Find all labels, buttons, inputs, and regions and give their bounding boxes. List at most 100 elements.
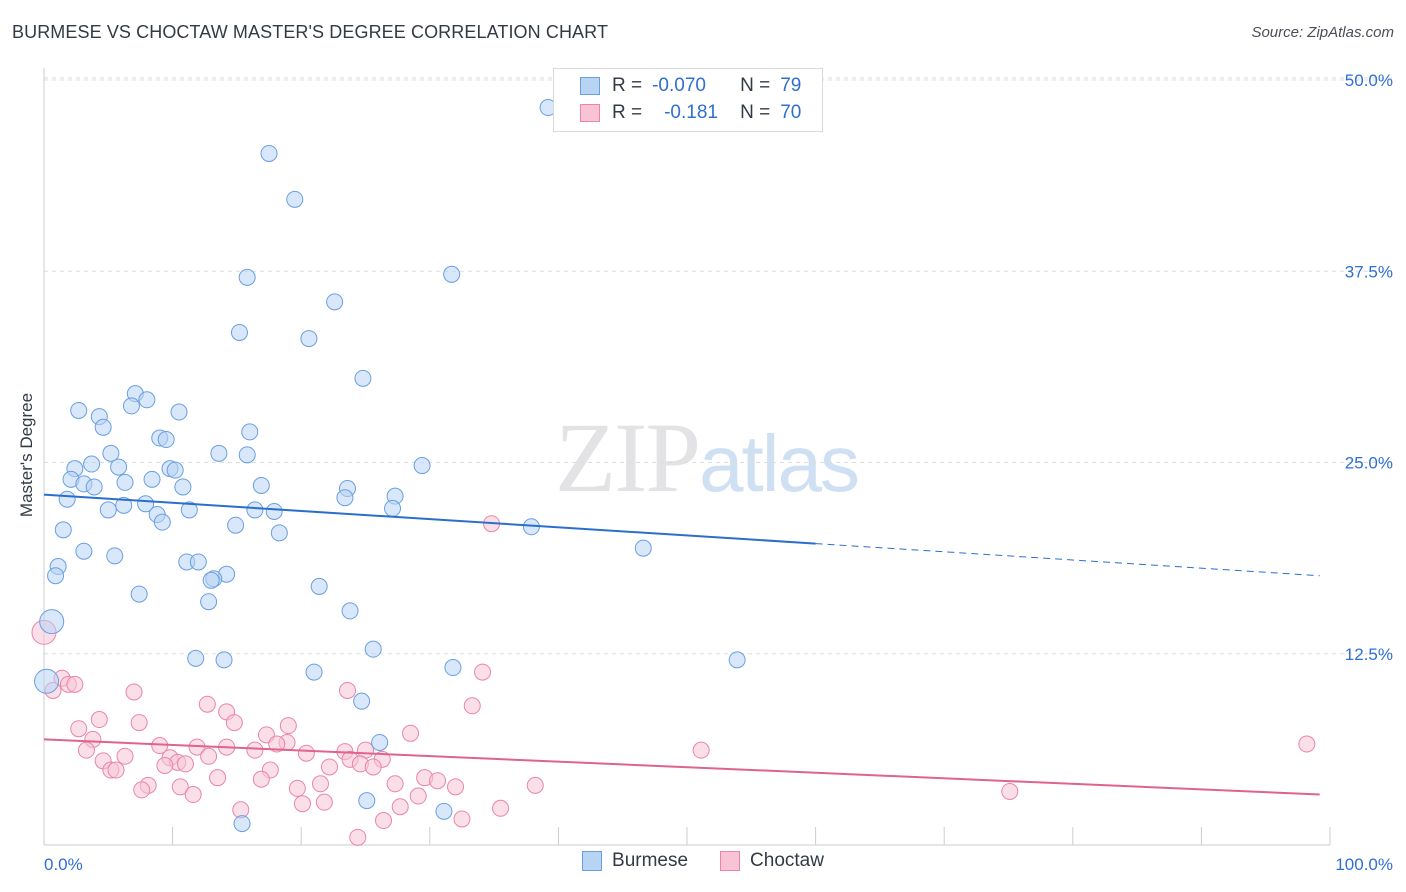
choctaw-point-18 — [402, 724, 420, 742]
choctaw-point-5 — [66, 675, 84, 693]
burmese-point-34 — [252, 476, 270, 494]
choctaw-point-42 — [320, 758, 338, 776]
burmese-point-26 — [166, 461, 184, 479]
burmese-point-4 — [443, 265, 461, 283]
choctaw-trend-line — [43, 738, 1320, 796]
watermark-atlas: atlas — [699, 419, 860, 508]
choctaw-point-48 — [209, 769, 227, 787]
chart-title: BURMESE VS CHOCTAW MASTER'S DEGREE CORRE… — [12, 22, 609, 42]
series-legend: Burmese Choctaw — [0, 850, 1406, 872]
burmese-point-71 — [444, 659, 462, 677]
choctaw-point-60 — [409, 787, 427, 805]
burmese-point-77 — [435, 802, 453, 820]
legend-item-choctaw[interactable]: Choctaw — [720, 850, 824, 872]
choctaw-r-label: R = — [612, 102, 643, 123]
burmese-point-67 — [364, 640, 382, 658]
choctaw-point-27 — [297, 744, 315, 762]
choctaw-point-39 — [176, 755, 194, 773]
burmese-point-27 — [413, 457, 431, 475]
burmese-point-8 — [354, 369, 372, 387]
choctaw-point-16 — [70, 720, 88, 738]
burmese-legend-label: Burmese — [612, 850, 689, 871]
choctaw-point-54 — [133, 781, 151, 799]
y-tick-label-1: 25.0% — [1345, 454, 1393, 473]
choctaw-point-56 — [288, 779, 306, 797]
choctaw-point-69 — [349, 828, 367, 846]
choctaw-swatch — [580, 104, 600, 122]
burmese-point-47 — [153, 513, 171, 531]
choctaw-point-14 — [225, 714, 243, 732]
burmese-point-62 — [310, 577, 328, 595]
burmese-point-18 — [157, 431, 175, 449]
choctaw-point-12 — [90, 711, 108, 729]
choctaw-n-value: 70 — [780, 102, 802, 123]
burmese-point-7 — [300, 330, 318, 348]
choctaw-point-13 — [130, 714, 148, 732]
choctaw-point-50 — [429, 772, 447, 790]
source-credit: Source: ZipAtlas.com — [1251, 24, 1394, 41]
burmese-n-value: 79 — [780, 75, 802, 96]
burmese-trend-extension — [815, 543, 1320, 577]
burmese-point-5 — [326, 293, 344, 311]
burmese-point-72 — [305, 663, 323, 681]
choctaw-point-15 — [279, 717, 297, 735]
burmese-swatch — [580, 77, 600, 95]
burmese-r-value: -0.070 — [652, 75, 706, 96]
choctaw-point-9 — [198, 695, 216, 713]
axis-layer — [43, 68, 1331, 846]
burmese-point-63 — [130, 585, 148, 603]
y-tick-label-3: 50.0% — [1345, 71, 1393, 90]
burmese-point-41 — [99, 501, 117, 519]
choctaw-n-label: N = — [740, 102, 771, 123]
burmese-point-75 — [371, 733, 389, 751]
burmese-point-52 — [634, 539, 652, 557]
choctaw-point-10 — [463, 697, 481, 715]
burmese-point-36 — [58, 490, 76, 508]
burmese-point-29 — [143, 470, 161, 488]
stats-legend: R = -0.070 N = 79 R = -0.181 N = 70 — [553, 68, 823, 132]
burmese-points — [34, 99, 746, 833]
choctaw-point-63 — [315, 793, 333, 811]
choctaw-point-7 — [125, 683, 143, 701]
choctaw-point-52 — [386, 775, 404, 793]
choctaw-point-24 — [268, 735, 286, 753]
burmese-point-53 — [75, 542, 93, 560]
legend-item-burmese[interactable]: Burmese — [582, 850, 688, 872]
burmese-point-48 — [227, 516, 245, 534]
burmese-point-24 — [110, 458, 128, 476]
burmese-point-58 — [47, 567, 65, 585]
tick-labels: 12.5% 25.0% 37.5% 50.0% 0.0% 100.0% — [44, 71, 1393, 874]
choctaw-point-2 — [474, 663, 492, 681]
choctaw-point-45 — [107, 761, 125, 779]
x-tick-label-1: 100.0% — [1335, 855, 1393, 874]
burmese-point-66 — [341, 602, 359, 620]
choctaw-point-58 — [526, 776, 544, 794]
burmese-point-19 — [102, 444, 120, 462]
choctaw-point-31 — [1298, 735, 1316, 753]
burmese-point-40 — [115, 496, 133, 514]
burmese-point-20 — [210, 444, 228, 462]
y-tick-label-2: 37.5% — [1345, 262, 1393, 281]
choctaw-point-25 — [77, 741, 95, 759]
choctaw-point-55 — [171, 778, 189, 796]
burmese-point-64 — [200, 593, 218, 611]
burmese-point-10 — [138, 391, 156, 409]
burmese-point-30 — [116, 473, 134, 491]
burmese-point-3 — [238, 268, 256, 286]
watermark-zip: ZIP — [555, 402, 701, 513]
choctaw-legend-label: Choctaw — [750, 850, 824, 871]
burmese-point-16 — [241, 423, 259, 441]
burmese-point-32 — [85, 478, 103, 496]
burmese-point-45 — [384, 499, 402, 517]
choctaw-legend-swatch — [720, 851, 741, 871]
burmese-n-label: N = — [740, 75, 771, 96]
burmese-legend-swatch — [582, 851, 603, 871]
burmese-point-78 — [233, 815, 251, 833]
choctaw-point-65 — [492, 799, 510, 817]
burmese-point-12 — [70, 401, 88, 419]
choctaw-point-57 — [447, 778, 465, 796]
choctaw-r-value: -0.181 — [664, 102, 718, 123]
choctaw-point-59 — [184, 786, 202, 804]
choctaw-point-30 — [692, 741, 710, 759]
